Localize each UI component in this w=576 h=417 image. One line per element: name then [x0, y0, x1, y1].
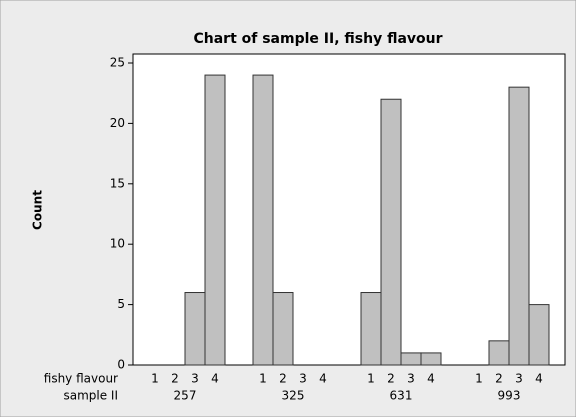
bar: [204, 74, 226, 366]
bar: [380, 98, 402, 366]
bar: [420, 352, 442, 366]
x-tick-label: 2: [279, 372, 287, 386]
x-tick-label: 2: [495, 372, 503, 386]
x-tick-label: 1: [475, 372, 483, 386]
x-tick-label: 4: [211, 372, 219, 386]
x-tick-label: 4: [427, 372, 435, 386]
x-row-label: sample II: [63, 389, 118, 403]
x-row-label: fishy flavour: [44, 372, 118, 386]
x-tick-label: 1: [151, 372, 159, 386]
y-tick-label: 10: [110, 237, 125, 251]
x-tick-label: 2: [171, 372, 179, 386]
y-tick-label: 15: [110, 176, 125, 190]
bar: [508, 86, 530, 366]
x-tick-label: 4: [319, 372, 327, 386]
bar: [488, 340, 510, 366]
bar: [184, 292, 206, 366]
x-tick-label: 3: [299, 372, 307, 386]
x-tick-label: 3: [191, 372, 199, 386]
x-tick-label: 2: [387, 372, 395, 386]
group-label: 325: [282, 389, 305, 403]
y-tick-label: 20: [110, 116, 125, 130]
bar: [252, 74, 274, 366]
group-label: 631: [390, 389, 413, 403]
y-axis-label: Count: [31, 190, 45, 230]
bar: [272, 292, 294, 366]
x-tick-label: 3: [407, 372, 415, 386]
x-tick-label: 1: [367, 372, 375, 386]
chart-title: Chart of sample II, fishy flavour: [193, 31, 442, 47]
y-tick-label: 5: [117, 297, 125, 311]
group-label: 257: [174, 389, 197, 403]
bar: [400, 352, 422, 366]
bar: [528, 304, 550, 366]
y-tick-label: 0: [117, 358, 125, 372]
x-tick-label: 3: [515, 372, 523, 386]
x-tick-label: 4: [535, 372, 543, 386]
x-tick-label: 1: [259, 372, 267, 386]
bar: [360, 292, 382, 366]
y-tick-label: 25: [110, 56, 125, 70]
group-label: 993: [498, 389, 521, 403]
